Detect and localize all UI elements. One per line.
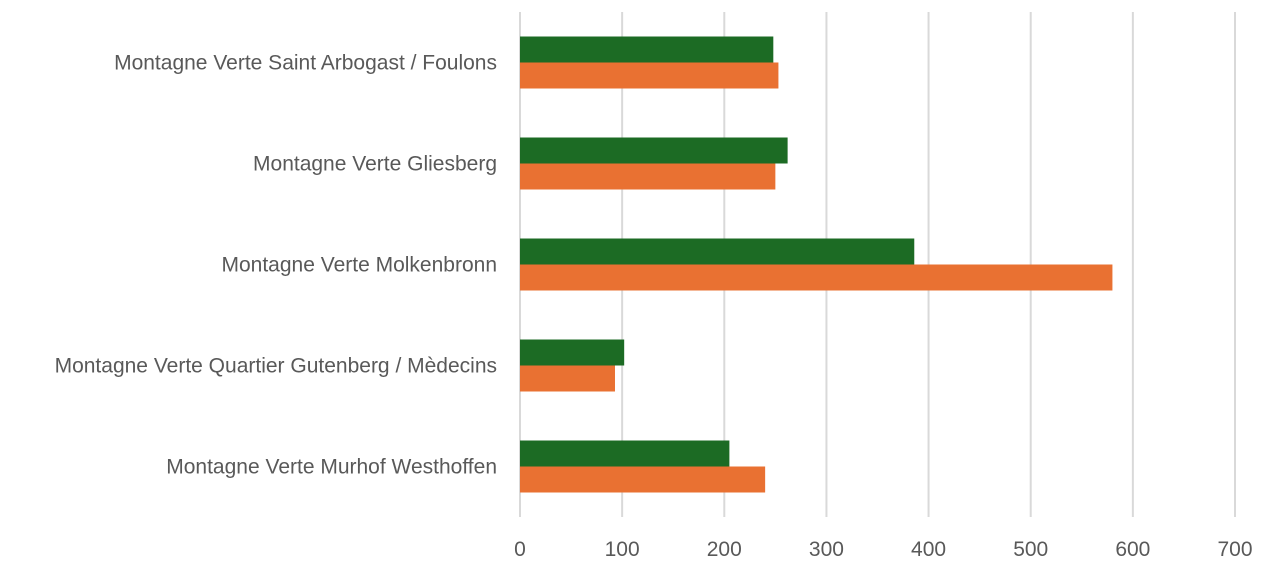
bar — [520, 36, 774, 63]
bar — [520, 440, 730, 467]
bar — [520, 62, 779, 89]
category-label: Montagne Verte Quartier Gutenberg / Mède… — [55, 355, 497, 378]
category-label: Montagne Verte Gliesberg — [253, 153, 497, 176]
x-tick-label: 600 — [1115, 538, 1150, 561]
x-tick-label: 0 — [514, 538, 526, 561]
bar — [520, 163, 776, 190]
x-tick-label: 300 — [809, 538, 844, 561]
bar — [520, 365, 615, 392]
x-tick-label: 500 — [1013, 538, 1048, 561]
bar — [520, 137, 788, 164]
x-tick-label: 100 — [605, 538, 640, 561]
x-tick-label: 400 — [911, 538, 946, 561]
bars — [520, 36, 1113, 493]
category-labels: Montagne Verte Saint Arbogast / Foulons M… — [55, 52, 497, 479]
x-tick-label: 200 — [707, 538, 742, 561]
bar — [520, 264, 1113, 291]
bar — [520, 466, 766, 493]
category-label: Montagne Verte Saint Arbogast / Foulons — [114, 52, 497, 75]
bar — [520, 238, 915, 265]
x-axis-tick-labels: 0 100 200 300 400 500 600 700 — [514, 538, 1252, 561]
category-label: Montagne Verte Murhof Westhoffen — [166, 456, 497, 479]
x-tick-label: 700 — [1217, 538, 1252, 561]
category-label: Montagne Verte Molkenbronn — [221, 254, 497, 277]
bar — [520, 339, 625, 366]
